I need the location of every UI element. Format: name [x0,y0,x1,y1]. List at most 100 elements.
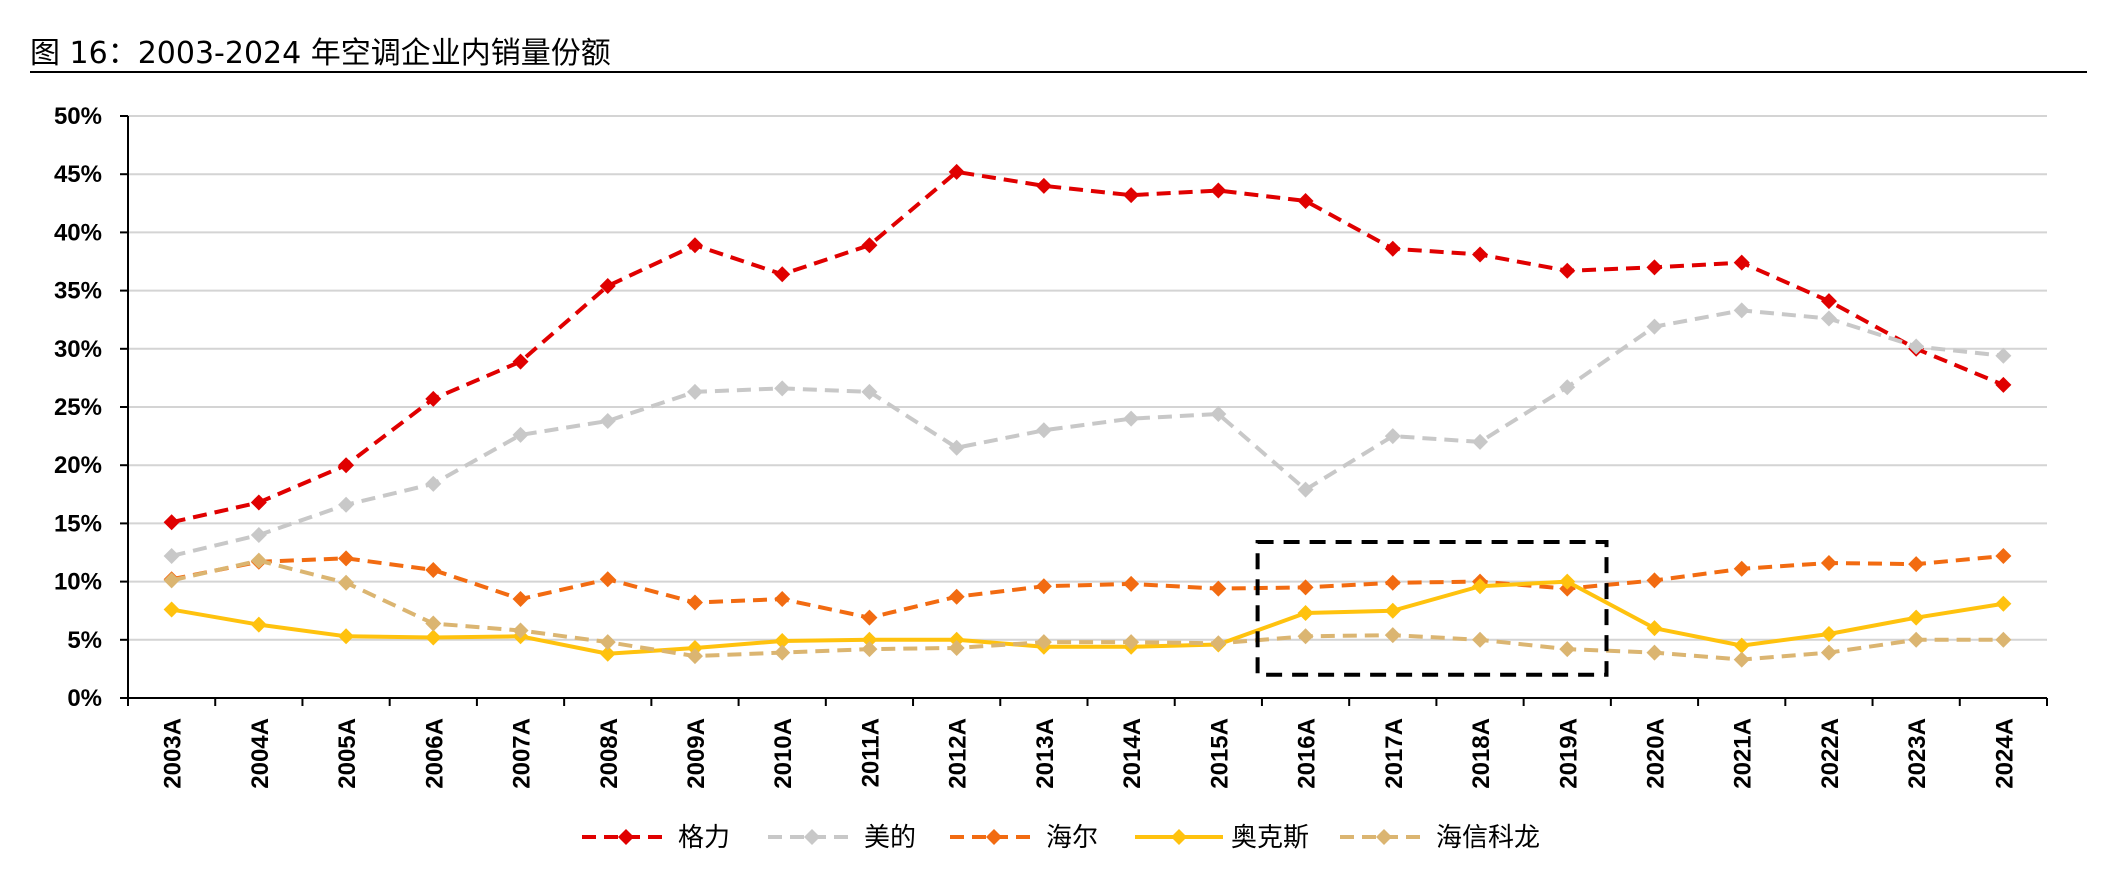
data-point [512,353,529,370]
data-point [163,547,180,564]
x-tick-label: 2016A [1294,718,1321,789]
legend-label: 美的 [864,823,916,853]
data-point [250,616,267,633]
legend-marker [618,829,634,845]
data-point [1820,625,1837,642]
data-point [1646,572,1663,589]
data-point [948,639,965,656]
data-point [1733,254,1750,271]
data-point [1472,631,1489,648]
data-point [1035,578,1052,595]
data-point [774,644,791,661]
data-point [686,648,703,665]
data-point [1733,302,1750,319]
legend-label: 奥克斯 [1231,823,1309,853]
data-point [1559,379,1576,396]
data-point [1559,262,1576,279]
data-point [1384,602,1401,619]
data-point [1123,187,1140,204]
data-point [1559,641,1576,658]
data-point [861,237,878,254]
y-tick-label: 10% [54,569,102,596]
y-tick-label: 15% [54,510,102,537]
data-point [1123,575,1140,592]
data-point [1384,428,1401,445]
data-point [1646,259,1663,276]
y-tick-label: 30% [54,336,102,363]
data-point [861,383,878,400]
data-point [686,639,703,656]
data-point [1646,318,1663,335]
x-tick-label: 2005A [334,718,361,789]
data-point [774,266,791,283]
highlight-box [1255,540,1609,677]
data-point [1035,422,1052,439]
series-line [171,169,2005,525]
y-tick-labels: 0% 5% 10% 15% 20% 25% 30% 35% 40% 45% 50% [54,103,102,712]
series-line [171,308,2004,558]
data-point [425,629,442,646]
data-point [425,390,442,407]
data-point [948,631,965,648]
y-tick-label: 20% [54,452,102,479]
x-tick-label: 2010A [770,718,797,789]
data-point [425,615,442,632]
data-point [1820,310,1837,327]
x-tick-label: 2024A [1991,718,2018,789]
x-tick-label: 2003A [160,718,187,789]
data-point [163,514,180,531]
legend-marker [986,829,1002,845]
y-tick-label: 25% [54,394,102,421]
y-tick-label: 35% [54,278,102,305]
y-tick-label: 45% [54,161,102,188]
data-point [599,412,616,429]
data-point [512,426,529,443]
legend-marker [1171,829,1187,845]
data-point [1297,605,1314,622]
data-point [1210,635,1227,652]
data-point [1995,595,2012,612]
data-point [425,475,442,492]
data-point [948,588,965,605]
x-tick-label: 2015A [1206,718,1233,789]
data-point [1472,433,1489,450]
data-point [774,591,791,608]
data-point [599,277,616,294]
data-point [1646,644,1663,661]
data-point [686,594,703,611]
data-point [774,632,791,649]
data-point [1995,631,2012,648]
x-tick-label: 2004A [247,718,274,789]
annotations [1255,540,1609,677]
data-point [1908,609,1925,626]
x-tick-label: 2017A [1381,718,1408,789]
x-tick-label: 2021A [1730,718,1757,789]
x-tick-label: 2023A [1904,718,1931,789]
data-point [1297,628,1314,645]
data-point [1035,177,1052,194]
data-point [338,574,355,591]
data-point [1384,627,1401,644]
legend-label: 海信科龙 [1436,823,1540,853]
x-tick-labels: 2003A 2004A 2005A 2006A 2007A 2008A 2009A 2010A… [160,718,2019,789]
series-line [171,558,2004,662]
data-point [948,163,965,180]
y-tick-label: 5% [67,627,102,654]
y-tick-label: 50% [54,103,102,130]
data-point [686,383,703,400]
data-point [599,571,616,588]
data-point [338,457,355,474]
series-line [171,554,2004,620]
x-tick-label: 2011A [857,718,884,787]
data-point [250,494,267,511]
data-point [1472,246,1489,263]
x-tick-label: 2013A [1032,718,1059,789]
data-point [512,622,529,639]
data-point [774,380,791,397]
data-point [512,591,529,608]
data-point [1646,620,1663,637]
data-point [1297,481,1314,498]
data-point [425,561,442,578]
caption-divider [30,71,2087,73]
